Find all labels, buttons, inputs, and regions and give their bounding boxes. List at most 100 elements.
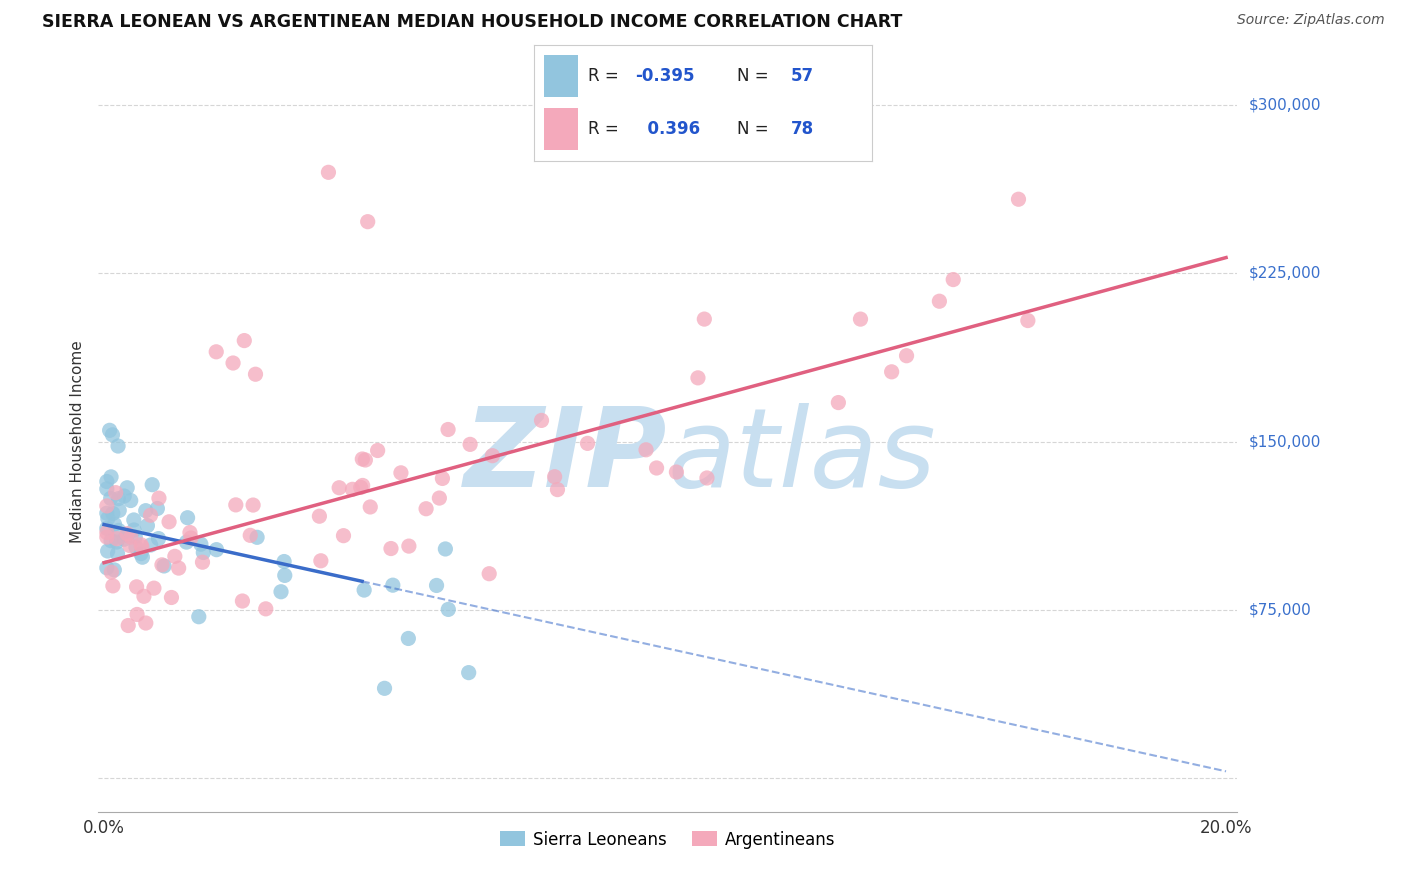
Point bbox=[231, 594, 253, 608]
Point bbox=[357, 215, 380, 229]
Point bbox=[112, 533, 135, 547]
Point bbox=[115, 481, 138, 495]
Point bbox=[359, 500, 381, 514]
Bar bbox=[544, 109, 578, 150]
Point bbox=[141, 477, 163, 491]
Point bbox=[105, 535, 128, 549]
Text: $300,000: $300,000 bbox=[1249, 97, 1320, 112]
Text: ZIP: ZIP bbox=[464, 403, 668, 510]
Text: SIERRA LEONEAN VS ARGENTINEAN MEDIAN HOUSEHOLD INCOME CORRELATION CHART: SIERRA LEONEAN VS ARGENTINEAN MEDIAN HOU… bbox=[42, 13, 903, 31]
Point bbox=[190, 537, 212, 551]
Point bbox=[115, 526, 138, 541]
Point bbox=[146, 501, 169, 516]
Point bbox=[367, 443, 389, 458]
Point bbox=[352, 478, 374, 492]
Point bbox=[389, 466, 412, 480]
Point bbox=[318, 165, 340, 179]
Point bbox=[100, 470, 122, 484]
Point bbox=[427, 491, 450, 505]
Point bbox=[373, 681, 395, 696]
Point bbox=[150, 558, 173, 572]
Point bbox=[96, 561, 118, 575]
Point bbox=[136, 518, 159, 533]
Point bbox=[103, 563, 125, 577]
Point bbox=[693, 312, 716, 326]
Point bbox=[270, 584, 292, 599]
Point bbox=[98, 423, 121, 437]
Point bbox=[849, 312, 872, 326]
Point bbox=[432, 471, 454, 485]
Text: 57: 57 bbox=[790, 67, 814, 85]
Point bbox=[132, 590, 155, 604]
Point bbox=[187, 609, 209, 624]
Point bbox=[457, 665, 479, 680]
Point bbox=[117, 618, 139, 632]
Point bbox=[101, 427, 124, 442]
Point bbox=[139, 508, 162, 523]
Point bbox=[245, 368, 267, 382]
Point bbox=[827, 395, 849, 409]
Point bbox=[129, 538, 152, 552]
Point bbox=[645, 461, 668, 475]
Text: $225,000: $225,000 bbox=[1249, 266, 1320, 281]
Point bbox=[342, 483, 364, 497]
Point bbox=[160, 591, 183, 605]
Point bbox=[96, 506, 118, 520]
Text: R =: R = bbox=[588, 67, 624, 85]
Point bbox=[273, 555, 295, 569]
Point bbox=[205, 344, 228, 359]
Point bbox=[122, 513, 145, 527]
Point bbox=[115, 528, 138, 542]
Text: N =: N = bbox=[737, 120, 773, 138]
Point bbox=[179, 525, 201, 540]
Point bbox=[380, 541, 402, 556]
Point bbox=[105, 532, 128, 546]
Point bbox=[142, 581, 165, 595]
Point bbox=[139, 538, 162, 552]
Point bbox=[233, 334, 256, 348]
Point bbox=[350, 480, 373, 494]
Point bbox=[696, 471, 718, 485]
Point bbox=[108, 503, 131, 517]
Point bbox=[97, 511, 120, 525]
Point bbox=[478, 566, 501, 581]
Text: 78: 78 bbox=[790, 120, 814, 138]
Point bbox=[942, 272, 965, 286]
Point bbox=[112, 489, 135, 503]
Legend: Sierra Leoneans, Argentineans: Sierra Leoneans, Argentineans bbox=[494, 824, 842, 855]
Point bbox=[131, 540, 153, 554]
Point bbox=[163, 549, 186, 564]
Point bbox=[107, 491, 129, 506]
Point bbox=[100, 533, 122, 548]
Point bbox=[120, 530, 142, 544]
Point bbox=[97, 544, 120, 558]
Point bbox=[352, 452, 374, 467]
Point bbox=[254, 602, 277, 616]
Point bbox=[205, 542, 228, 557]
Text: R =: R = bbox=[588, 120, 624, 138]
Point bbox=[437, 602, 460, 616]
Point bbox=[396, 632, 419, 646]
Text: Source: ZipAtlas.com: Source: ZipAtlas.com bbox=[1237, 13, 1385, 28]
Point bbox=[101, 579, 124, 593]
Point bbox=[96, 521, 118, 535]
Point bbox=[880, 365, 903, 379]
Point bbox=[308, 509, 330, 524]
Point bbox=[135, 615, 157, 630]
Point bbox=[96, 475, 118, 489]
Point bbox=[96, 530, 118, 544]
Point bbox=[434, 541, 457, 556]
Point bbox=[381, 578, 404, 592]
Point bbox=[157, 515, 180, 529]
Point bbox=[425, 578, 447, 592]
Point bbox=[96, 525, 118, 540]
Point bbox=[167, 561, 190, 575]
Text: 0.396: 0.396 bbox=[636, 120, 700, 138]
Point bbox=[665, 465, 688, 479]
Point bbox=[896, 349, 918, 363]
Point bbox=[191, 555, 214, 569]
Point bbox=[180, 531, 202, 545]
Point bbox=[107, 524, 129, 538]
Point bbox=[103, 517, 125, 532]
Point bbox=[131, 550, 153, 565]
